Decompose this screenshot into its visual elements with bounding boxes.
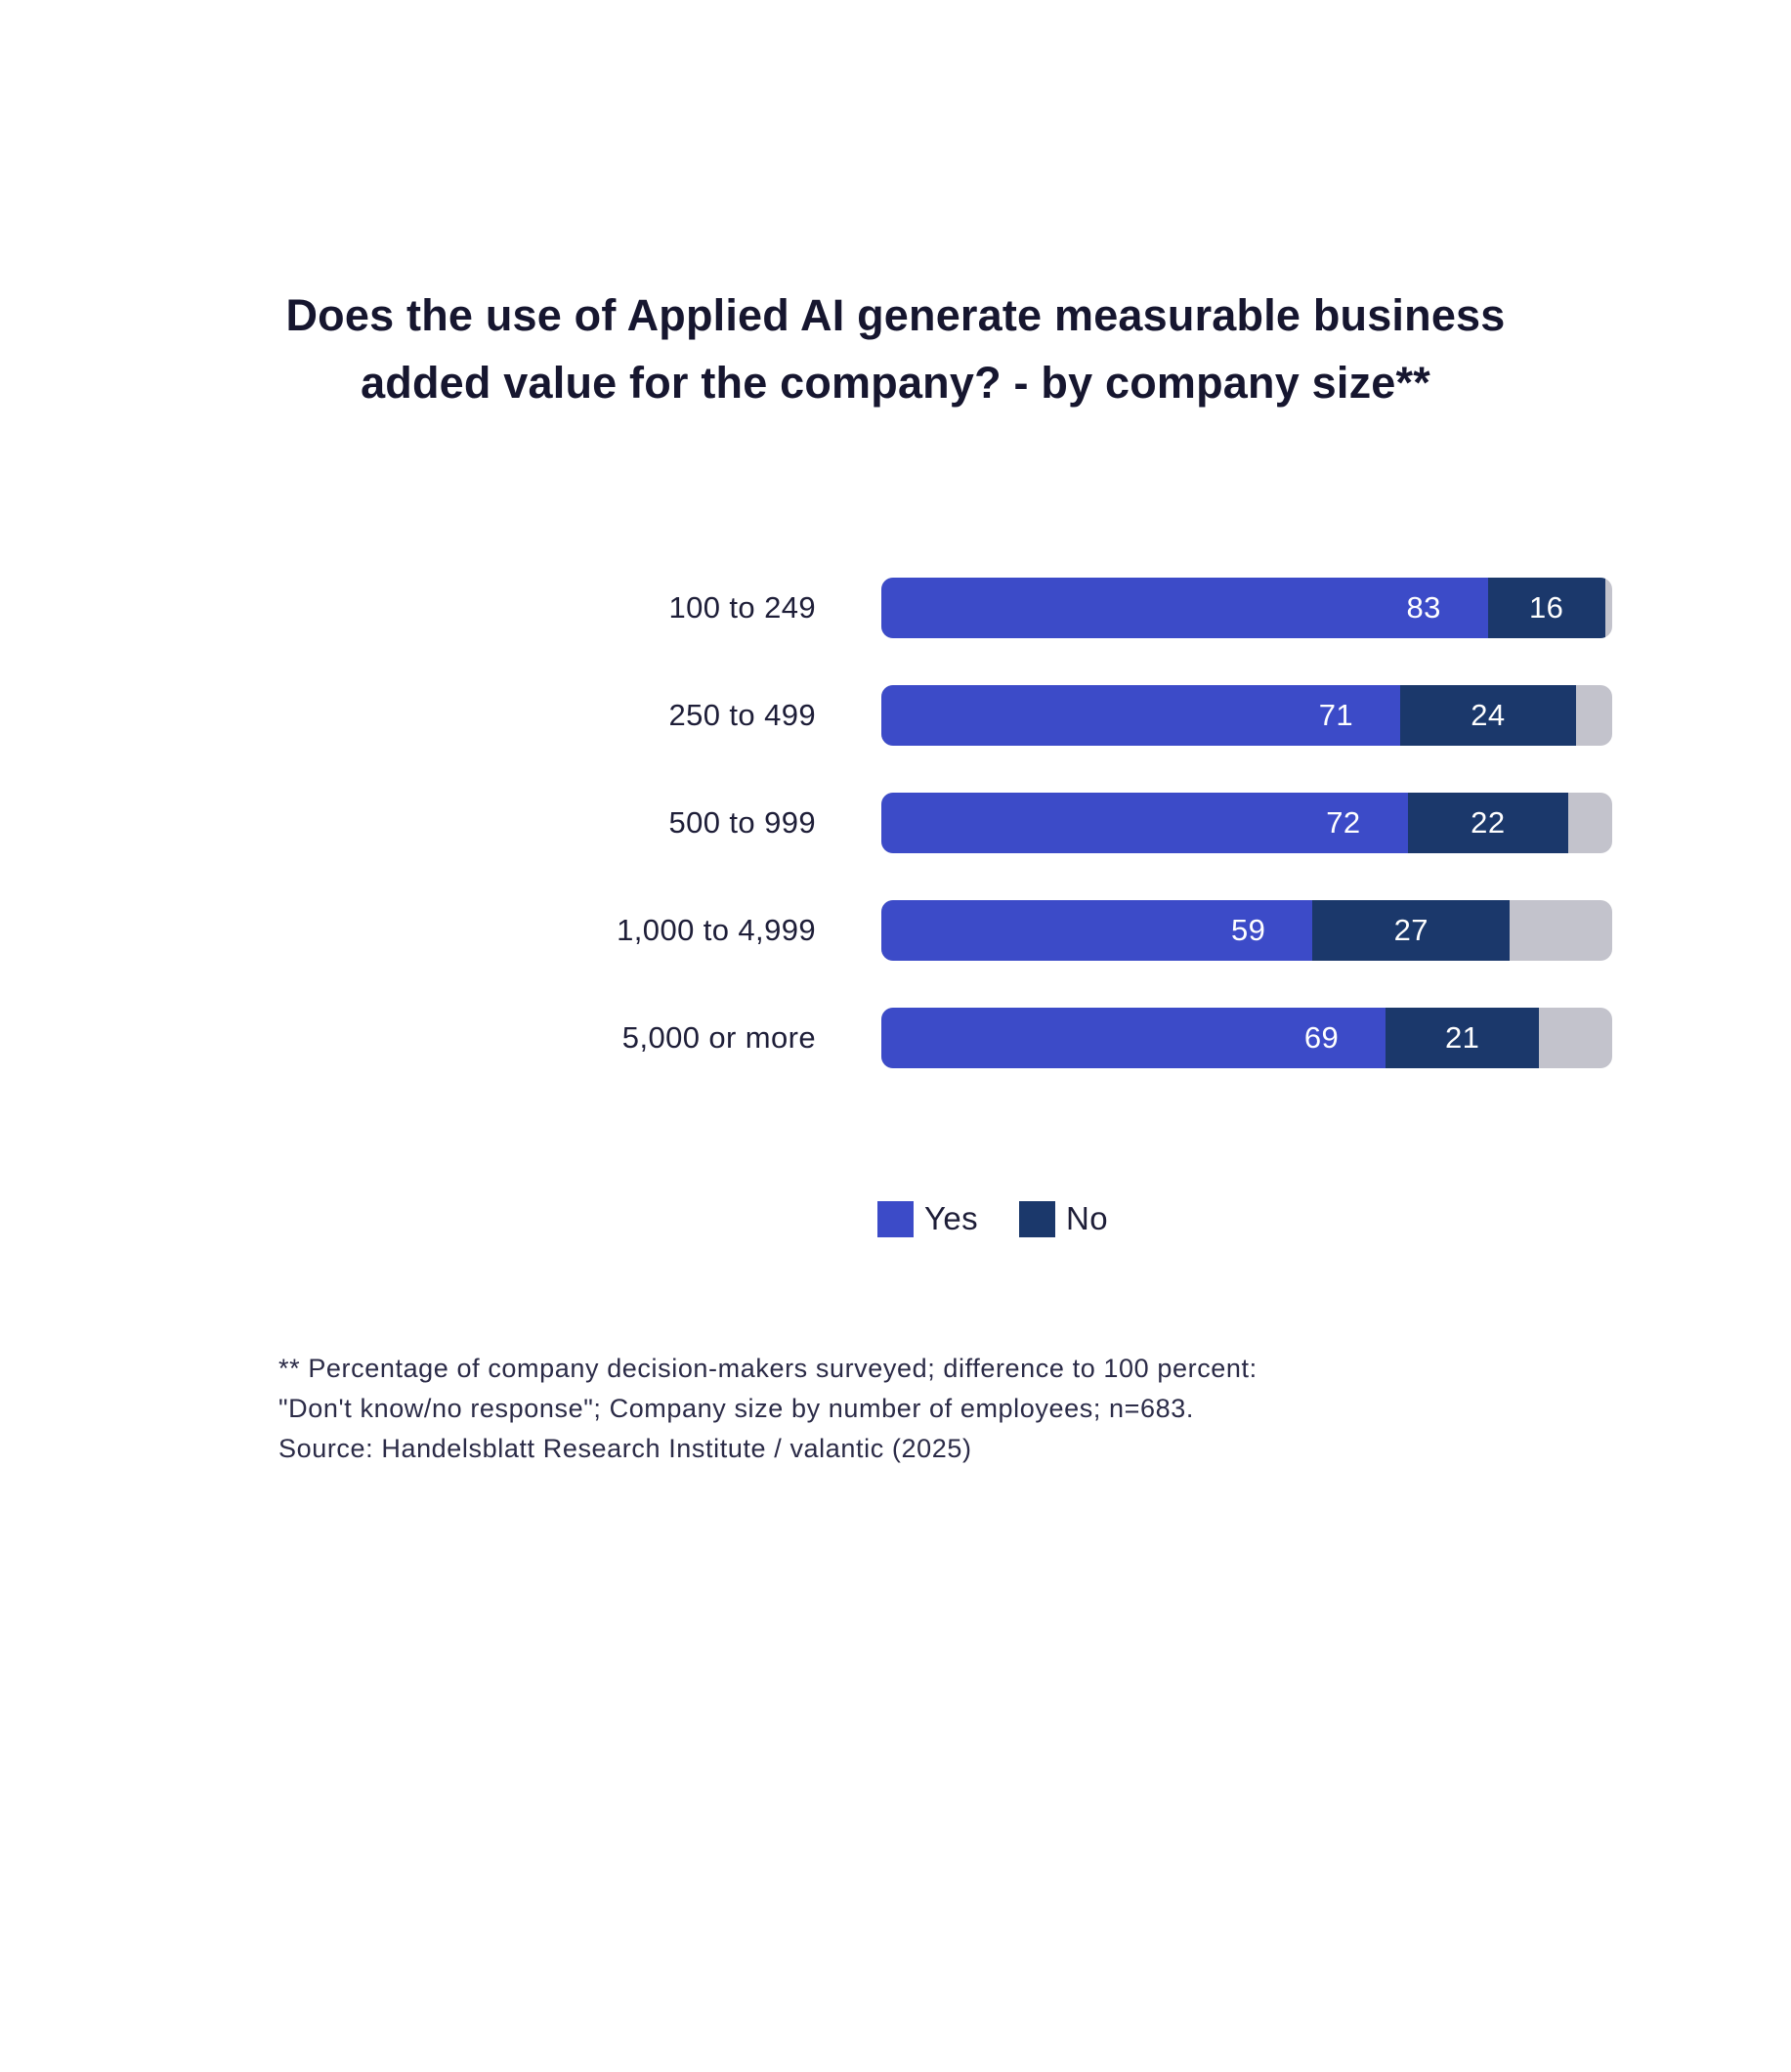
category-label: 100 to 249 — [668, 590, 816, 625]
bar-track: 72 22 — [881, 793, 1612, 853]
value-label-no: 16 — [1529, 590, 1564, 625]
bar-track: 71 24 — [881, 685, 1612, 746]
bar-chart: 100 to 249 83 16 250 to 499 71 24 — [0, 578, 1791, 1068]
value-label-yes: 71 — [1318, 698, 1354, 732]
bar-segment-no: 24 — [1400, 685, 1576, 746]
bar-segment-no: 16 — [1487, 578, 1605, 638]
bar-segment-no: 21 — [1386, 1008, 1540, 1068]
bar-segment-no: 22 — [1407, 793, 1569, 853]
footnote-line3: Source: Handelsblatt Research Institute … — [278, 1434, 972, 1463]
legend-swatch — [877, 1200, 914, 1237]
chart-title-line1: Does the use of Applied AI generate meas… — [285, 290, 1506, 340]
bar-segment-no: 27 — [1312, 900, 1511, 961]
bar-track: 59 27 — [881, 900, 1612, 961]
value-label-yes: 83 — [1406, 590, 1441, 625]
value-label-yes: 69 — [1303, 1020, 1340, 1055]
legend-swatch — [1019, 1200, 1056, 1237]
bar-row: 250 to 499 71 24 — [0, 685, 1791, 746]
bar-segment-yes: 72 — [881, 793, 1408, 853]
legend: Yes No — [877, 1200, 1791, 1237]
category-label: 500 to 999 — [668, 805, 816, 840]
value-label-no: 22 — [1471, 805, 1506, 840]
value-label-yes: 59 — [1231, 913, 1266, 947]
bar-segment-yes: 69 — [881, 1008, 1386, 1068]
chart-figure: Does the use of Applied AI generate meas… — [0, 281, 1791, 2072]
bar-row: 100 to 249 83 16 — [0, 578, 1791, 638]
value-label-no: 21 — [1445, 1020, 1480, 1055]
bar-track: 69 21 — [881, 1008, 1612, 1068]
value-label-yes: 72 — [1326, 805, 1361, 840]
bar-segment-yes: 59 — [881, 900, 1313, 961]
bar-row: 5,000 or more 69 21 — [0, 1008, 1791, 1068]
bar-segment-yes: 71 — [881, 685, 1401, 746]
value-label-no: 24 — [1471, 698, 1506, 732]
legend-item: No — [1019, 1200, 1108, 1237]
value-label-no: 27 — [1393, 913, 1429, 947]
legend-label: No — [1066, 1200, 1109, 1236]
legend-item: Yes — [877, 1200, 978, 1237]
category-label: 1,000 to 4,999 — [617, 913, 816, 947]
chart-title: Does the use of Applied AI generate meas… — [0, 281, 1791, 416]
bar-track: 83 16 — [881, 578, 1612, 638]
footnote-line2: "Don't know/no response"; Company size b… — [278, 1394, 1194, 1423]
footnote-line1: ** Percentage of company decision-makers… — [278, 1354, 1258, 1383]
bar-segment-yes: 83 — [881, 578, 1488, 638]
category-label: 5,000 or more — [621, 1020, 816, 1055]
legend-label: Yes — [924, 1200, 979, 1236]
footnote: ** Percentage of company decision-makers… — [278, 1349, 1791, 1469]
bar-row: 1,000 to 4,999 59 27 — [0, 900, 1791, 961]
category-label: 250 to 499 — [668, 698, 816, 732]
bar-rows: 100 to 249 83 16 250 to 499 71 24 — [0, 578, 1791, 1068]
bar-row: 500 to 999 72 22 — [0, 793, 1791, 853]
chart-title-line2: added value for the company? - by compan… — [361, 358, 1430, 408]
